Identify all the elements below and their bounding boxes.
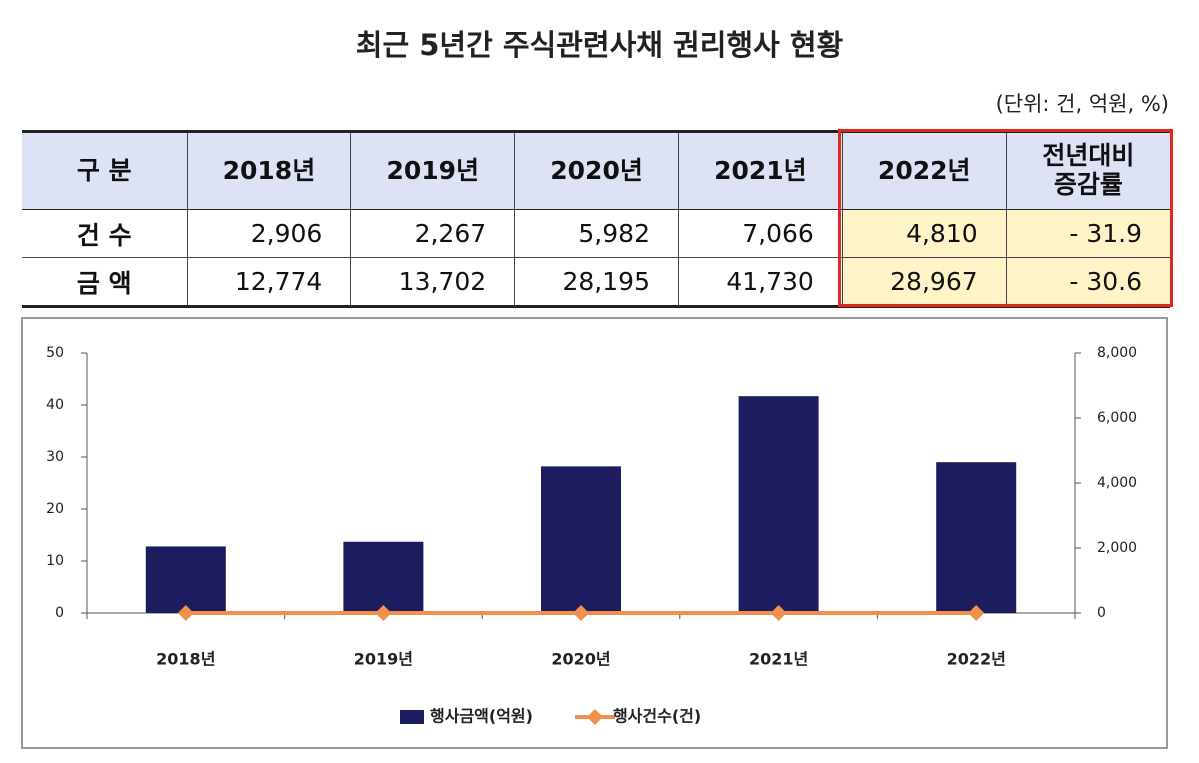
legend-swatch <box>586 709 603 725</box>
header-cell: 2022년 <box>841 130 1007 210</box>
legend-label: 행사건수(건) <box>613 707 701 726</box>
bar <box>343 541 424 613</box>
y2-tick-label: 4,000 <box>1097 475 1137 491</box>
y2-tick-label: 6,000 <box>1097 410 1137 426</box>
header-cell: 2019년 <box>350 130 515 210</box>
cell: 4,810 <box>841 209 1007 258</box>
cell: 5,982 <box>514 209 679 258</box>
unit-note: (단위: 건, 억원, %) <box>995 92 1169 116</box>
y-tick-label: 10 <box>46 553 64 569</box>
cell: - 31.9 <box>1005 209 1170 258</box>
bar <box>936 462 1017 613</box>
cell: 12,774 <box>186 257 351 308</box>
line-marker <box>770 605 787 621</box>
x-tick-label: 2019년 <box>354 650 413 669</box>
y2-tick-label: 8,000 <box>1097 345 1137 361</box>
line-marker <box>177 605 194 621</box>
y-tick-label: 0 <box>55 605 64 621</box>
cell: 13,702 <box>350 257 515 308</box>
line-marker <box>968 605 985 621</box>
legend-label: 행사금액(억원) <box>430 707 533 726</box>
cell: 2,267 <box>350 209 515 258</box>
bar <box>145 546 226 613</box>
table-row: 금 액 12,774 13,702 28,195 41,730 28,967- 30.6 <box>22 257 1170 308</box>
legend-swatch <box>400 710 424 724</box>
bar <box>738 396 819 613</box>
header-cell: 구 분 <box>22 130 187 210</box>
header-row: 구 분 2018년 2019년 2020년 2021년 2022년 전년대비 증감률 <box>22 130 1170 210</box>
header-cell: 전년대비 증감률 <box>1005 130 1170 210</box>
table-row: 건 수 2,906 2,267 5,982 7,066 4,810- 31.9 <box>22 209 1170 258</box>
x-tick-label: 2021년 <box>749 650 808 669</box>
x-tick-label: 2020년 <box>551 650 610 669</box>
header-cell: 2020년 <box>514 130 679 210</box>
y-tick-label: 20 <box>46 501 64 517</box>
data-table: 구 분 2018년 2019년 2020년 2021년 2022년 전년대비 증감률 건 수… <box>22 130 1170 308</box>
cell: 7,066 <box>677 209 843 258</box>
header-cell: 2021년 <box>677 130 843 210</box>
y-tick-label: 40 <box>46 397 64 413</box>
y-tick-label: 50 <box>46 345 64 361</box>
cell: - 30.6 <box>1005 257 1170 308</box>
y-tick-label: 30 <box>46 449 64 465</box>
row-label: 금 액 <box>22 257 187 308</box>
y2-tick-label: 0 <box>1097 605 1106 621</box>
title: 최근 5년간 주식관련사채 권리행사 현황 <box>355 28 844 62</box>
x-tick-label: 2022년 <box>947 650 1006 669</box>
bar <box>541 466 621 613</box>
y2-tick-label: 2,000 <box>1097 540 1137 556</box>
table-body: 건 수 2,906 2,267 5,982 7,066 4,810- 31.9 금 액 12,… <box>22 209 1170 308</box>
row-label: 건 수 <box>22 209 187 258</box>
cell: 2,906 <box>186 209 351 258</box>
header-cell: 2018년 <box>186 130 351 210</box>
cell: 41,730 <box>677 257 843 308</box>
cell: 28,195 <box>514 257 679 308</box>
line-marker <box>573 605 589 621</box>
line-marker <box>375 605 392 621</box>
cell: 28,967 <box>841 257 1007 308</box>
x-tick-label: 2018년 <box>156 650 215 669</box>
